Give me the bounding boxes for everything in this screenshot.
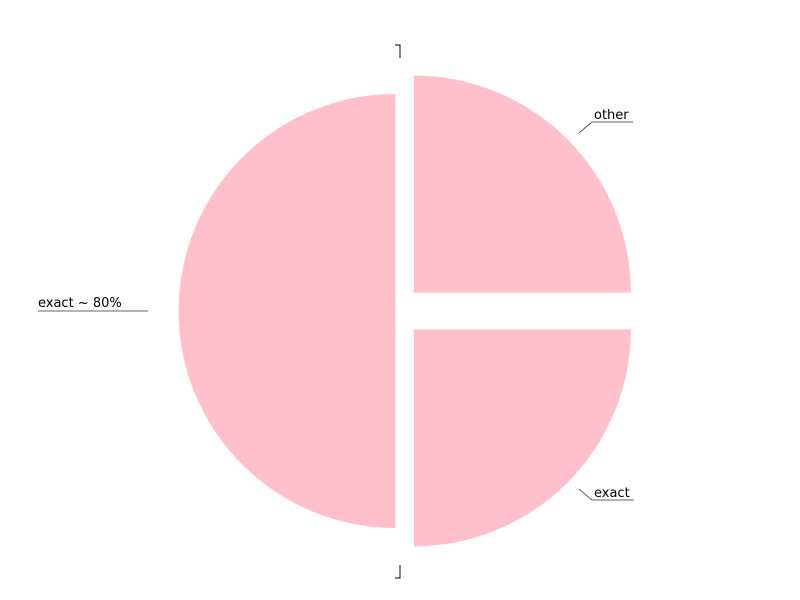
top-bracket-mark <box>395 44 401 58</box>
pie-slice-exact-80 <box>178 94 396 528</box>
frame-marks <box>395 44 401 579</box>
label-group-other: other <box>578 108 633 134</box>
slice-label-exact-80: exact ~ 80% <box>38 296 122 311</box>
slice-label-exact: exact <box>594 486 630 501</box>
pie-slices <box>178 75 631 547</box>
leader-line-other <box>578 121 633 134</box>
slice-label-other: other <box>594 108 629 123</box>
label-group-exact-80: exact ~ 80% <box>38 296 148 312</box>
pie-slice-other <box>413 329 631 547</box>
pie-slice-exact <box>413 75 631 293</box>
pie-labels: exact ~ 80% other exact <box>38 108 634 501</box>
leader-line-exact <box>578 488 634 501</box>
label-group-exact: exact <box>578 486 634 501</box>
bottom-bracket-mark <box>395 565 401 579</box>
